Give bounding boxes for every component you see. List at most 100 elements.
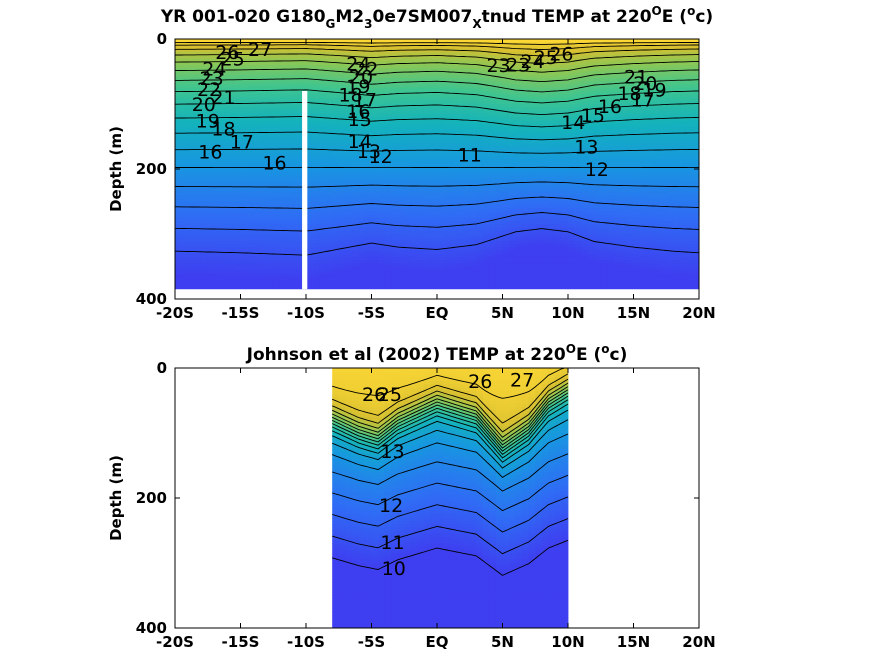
field-cell xyxy=(548,250,556,254)
field-cell xyxy=(548,143,556,147)
field-cell xyxy=(273,117,281,121)
field-cell xyxy=(306,39,313,43)
field-cell xyxy=(273,156,281,160)
field-cell xyxy=(220,42,228,46)
field-cell xyxy=(522,204,530,209)
field-cell xyxy=(240,107,248,111)
field-cell xyxy=(568,224,575,228)
field-cell xyxy=(404,74,412,79)
field-cell xyxy=(332,195,340,199)
field-cell xyxy=(574,143,582,147)
field-cell xyxy=(437,198,444,202)
field-cell xyxy=(404,52,412,56)
field-cell xyxy=(207,182,215,186)
field-cell xyxy=(502,195,510,199)
field-cell xyxy=(463,260,471,264)
field-cell xyxy=(423,74,431,79)
field-cell xyxy=(450,260,458,264)
field-cell xyxy=(181,84,189,89)
field-cell xyxy=(417,201,425,206)
field-cell xyxy=(345,191,353,196)
field-cell xyxy=(554,113,562,118)
field-cell xyxy=(351,217,359,222)
field-cell xyxy=(306,243,313,248)
field-cell xyxy=(338,234,346,238)
field-cell xyxy=(443,146,451,150)
field-cell xyxy=(207,65,215,69)
field-cell xyxy=(587,52,595,56)
field-cell xyxy=(338,78,346,82)
field-cell xyxy=(332,84,340,89)
field-cell xyxy=(541,55,549,59)
field-cell xyxy=(201,188,209,193)
field-cell xyxy=(450,286,458,290)
field-cell xyxy=(188,276,196,280)
field-cell xyxy=(201,149,209,154)
field-cell xyxy=(476,172,484,176)
field-cell xyxy=(443,198,451,202)
field-cell xyxy=(286,113,294,118)
field-cell xyxy=(292,172,300,176)
field-cell xyxy=(515,113,523,118)
field-cell xyxy=(220,195,228,199)
field-cell xyxy=(319,230,327,235)
field-cell xyxy=(260,208,268,212)
field-cell xyxy=(397,126,405,131)
field-cell xyxy=(364,113,372,118)
field-cell xyxy=(247,269,254,274)
field-cell xyxy=(312,146,320,150)
field-cell xyxy=(220,188,228,193)
field-cell xyxy=(175,195,182,199)
field-cell xyxy=(220,87,228,92)
field-cell xyxy=(181,156,189,160)
field-cell xyxy=(384,279,392,284)
field-cell xyxy=(214,243,222,248)
field-cell xyxy=(266,276,274,280)
field-cell xyxy=(233,169,241,173)
field-cell xyxy=(306,227,313,232)
field-cell xyxy=(260,159,268,163)
field-cell xyxy=(207,156,215,160)
field-cell xyxy=(319,104,327,108)
field-cell xyxy=(194,260,202,264)
field-cell xyxy=(410,45,418,50)
field-cell xyxy=(528,224,536,228)
field-cell xyxy=(332,126,340,131)
field-cell xyxy=(351,256,359,261)
field-cell xyxy=(554,74,562,79)
field-cell xyxy=(463,39,471,43)
field-cell xyxy=(253,169,261,173)
field-cell xyxy=(515,74,523,79)
field-cell xyxy=(188,149,196,154)
field-cell xyxy=(181,201,189,206)
field-cell xyxy=(443,110,451,115)
field-cell xyxy=(548,110,556,115)
field-cell xyxy=(207,201,215,206)
field-cell xyxy=(410,175,418,180)
field-cell xyxy=(325,133,333,137)
field-cell xyxy=(397,256,405,261)
field-cell xyxy=(410,113,418,118)
field-cell xyxy=(430,266,438,271)
field-cell xyxy=(358,45,366,50)
field-cell xyxy=(581,143,589,147)
field-cell xyxy=(292,45,300,50)
field-cell xyxy=(561,45,569,50)
field-cell xyxy=(594,61,602,66)
field-cell xyxy=(476,286,484,290)
field-cell xyxy=(463,107,471,111)
field-cell xyxy=(358,120,366,124)
field-cell xyxy=(233,198,241,202)
field-cell xyxy=(312,87,320,92)
field-cell xyxy=(292,61,300,66)
field-cell xyxy=(371,211,379,215)
field-cell xyxy=(535,146,543,150)
field-cell xyxy=(397,78,405,82)
field-cell xyxy=(227,91,235,95)
field-cell xyxy=(535,152,543,157)
field-cell xyxy=(292,221,300,225)
field-cell xyxy=(260,269,268,274)
field-cell xyxy=(292,136,300,141)
field-cell xyxy=(371,208,379,212)
field-cell xyxy=(423,198,431,202)
